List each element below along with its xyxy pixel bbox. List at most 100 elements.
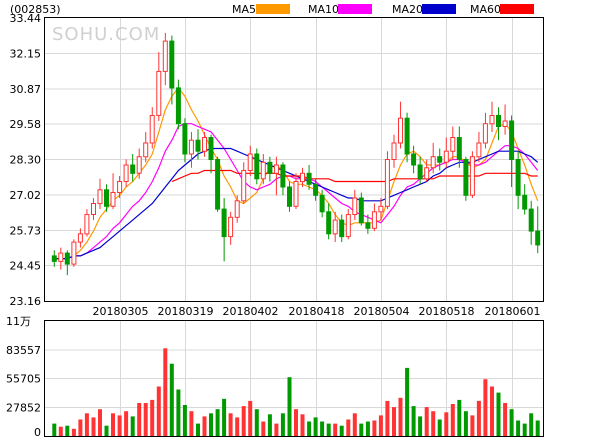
candle-body [215,159,221,210]
candle [509,115,515,188]
volume-bar [333,423,338,436]
date-tick-label: 20180418 [289,305,345,318]
candle-body [162,40,168,72]
candle [378,198,384,221]
candle [515,151,521,210]
candle [398,101,403,149]
candle-body [64,252,70,265]
candle-body [188,139,194,155]
candle-body [502,120,508,127]
candle [489,101,495,132]
volume-bar [78,419,83,436]
legend-swatch-ma10 [338,4,372,14]
volume-bar [248,400,253,436]
candle-body [326,211,332,235]
volume-bar [346,419,351,436]
date-tick-label: 20180402 [223,305,279,318]
volume-bar [470,415,475,436]
candle [469,151,475,199]
candle [221,198,227,262]
candle [443,137,449,168]
date-tick-label: 20180305 [93,305,149,318]
volume-bar [300,414,305,436]
volume-bar [424,407,429,436]
volume-bar [372,420,377,436]
volume-tick-label: 83557 [6,344,41,357]
volume-tick-label: 55705 [6,373,41,386]
candle-body [202,137,207,152]
volume-bar [457,399,462,436]
candle-body [280,164,286,188]
candle-body [450,137,456,152]
legend-label-ma5: MA5 [232,3,256,16]
candle-body [332,219,338,235]
candle-body [123,164,129,182]
watermark: SOHU.COM [52,24,160,45]
volume-bar [130,416,135,436]
candle [156,52,162,121]
date-x-axis: 20180305 20180319 20180402 20180418 20180504… [93,305,541,318]
candle [110,173,116,210]
candle-body [300,172,305,183]
volume-bar [339,425,344,436]
volume-bar [398,397,403,436]
date-tick-label: 20180504 [354,305,410,318]
candle-body [365,222,371,229]
candle [228,211,234,245]
candle-body [234,200,240,218]
price-y-axis: 33.44 32.15 30.87 29.58 28.30 27.02 25.73 24.45… [10,12,42,308]
volume-bar [124,411,129,436]
volume-bar [84,413,89,436]
candle-body [143,142,149,158]
volume-y-axis: 83557 55705 27852 0 [6,344,41,439]
ma-legend: MA5 MA10 MA20 MA60 [232,3,534,16]
volume-bar [503,403,508,436]
volume-bar [150,399,155,436]
candle [51,250,57,267]
date-tick-label: 20180518 [419,305,475,318]
volume-bar [58,426,63,436]
candle-body [430,156,436,169]
candle [287,181,292,212]
candle-body [254,153,260,180]
volume-grid [45,349,543,408]
candle [404,112,410,163]
price-panel-frame [44,17,544,302]
candle [71,239,77,267]
candle-body [58,252,64,262]
volume-bar [496,392,501,436]
volume-bars [52,348,540,436]
volume-unit-label: 11万 [6,315,31,328]
volume-bar [274,423,279,436]
candle [91,198,96,221]
candle [267,156,273,182]
candle [280,162,286,196]
candle [384,151,390,210]
candle-body [443,150,449,163]
candle [58,247,64,270]
candle-body [384,159,390,207]
price-tick-label: 29.58 [10,118,42,131]
candle [273,156,279,196]
volume-bar [235,417,240,436]
candle [437,148,443,171]
volume-bar [143,403,148,436]
candle-body [221,208,227,238]
candle [188,131,194,168]
candle [430,142,436,174]
candle-body [77,233,83,243]
candle [476,131,482,163]
candle [254,148,260,185]
candle-body [371,211,377,229]
volume-bar [98,409,102,436]
price-tick-label: 32.15 [10,47,42,60]
candle-body [71,241,77,265]
volume-bar [529,413,534,436]
candle [528,200,534,245]
price-tick-label: 27.02 [10,189,42,202]
volume-bar [65,425,70,436]
candle-body [117,181,123,193]
volume-bar [189,411,194,436]
candle-body [91,203,96,215]
